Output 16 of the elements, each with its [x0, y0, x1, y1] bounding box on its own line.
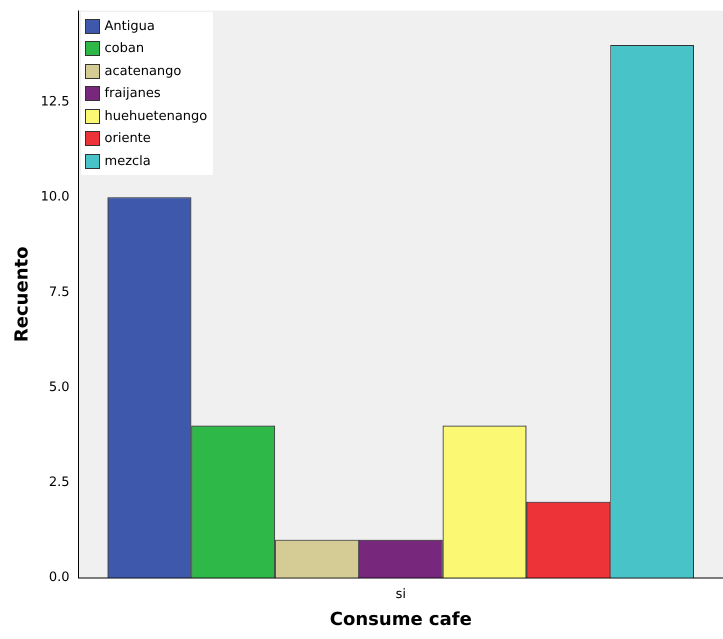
- y-tick-label: 10.0: [40, 190, 70, 205]
- y-tick-label: 2.5: [48, 475, 70, 490]
- x-tick-label: si: [396, 586, 406, 602]
- legend-label: huehuetenango: [104, 108, 208, 124]
- legend-label: acatenango: [104, 64, 182, 79]
- y-tick-label: 0.0: [48, 570, 70, 586]
- y-tick-label: 7.5: [48, 284, 70, 300]
- y-tick-label: 5.0: [48, 380, 70, 395]
- legend-label: coban: [104, 41, 144, 56]
- legend-label: oriente: [104, 131, 151, 146]
- legend-label: Antigua: [104, 18, 155, 34]
- y-tick-label: 12.5: [40, 94, 70, 110]
- legend-label: fraijanes: [104, 86, 161, 102]
- y-axis-title: Recuento: [11, 246, 32, 342]
- legend-label: mezcla: [104, 154, 151, 169]
- x-axis-title: Consume cafe: [330, 608, 472, 630]
